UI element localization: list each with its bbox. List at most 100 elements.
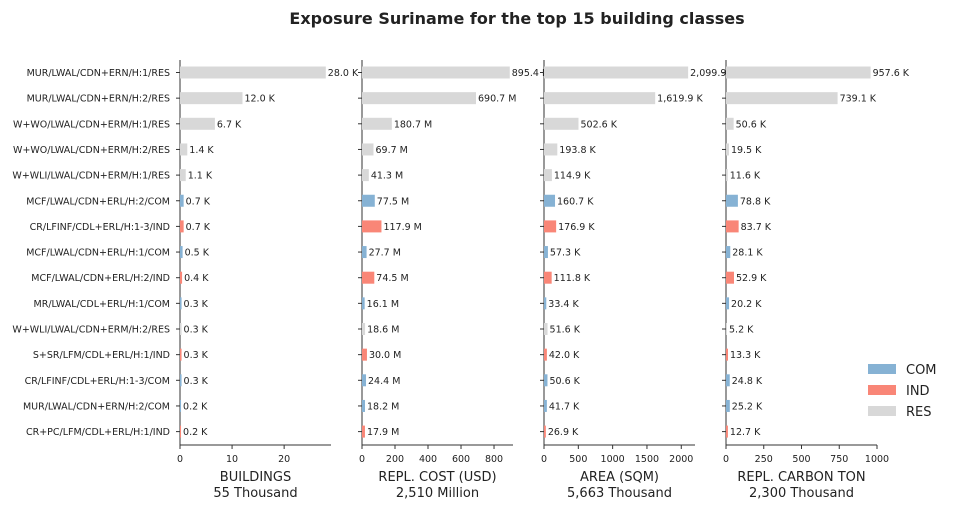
bar	[726, 194, 738, 207]
category-label: S+SR/LFM/CDL+ERL/H:1/IND	[33, 350, 170, 361]
legend-swatch	[868, 406, 896, 416]
bar	[726, 143, 729, 156]
category-label: W+WO/LWAL/CDN+ERM/H:1/RES	[13, 119, 170, 130]
data-label: 28.0 K	[328, 68, 359, 79]
data-label: 12.7 K	[730, 427, 761, 438]
x-axis-total: 55 Thousand	[213, 486, 297, 501]
bar	[726, 92, 838, 105]
data-label: 0.2 K	[183, 401, 208, 412]
data-label: 28.1 K	[732, 248, 763, 259]
bar	[180, 246, 183, 259]
bar	[362, 323, 366, 335]
bar	[726, 271, 734, 284]
bar	[726, 169, 728, 182]
bar	[544, 297, 547, 310]
bar	[362, 143, 374, 156]
bar	[180, 194, 184, 207]
data-label: 42.0 K	[549, 350, 580, 361]
x-tick-label: 0	[359, 454, 365, 465]
data-label: 78.8 K	[740, 196, 771, 207]
x-tick-label: 500	[569, 454, 587, 465]
data-label: 20.2 K	[731, 299, 762, 310]
x-tick-label: 400	[419, 454, 437, 465]
data-label: 0.3 K	[184, 325, 209, 336]
x-tick-label: 200	[386, 454, 404, 465]
x-tick-label: 10	[226, 454, 238, 465]
data-label: 52.9 K	[736, 273, 767, 284]
x-tick-label: 1000	[601, 454, 625, 465]
data-label: 502.6 K	[580, 119, 617, 130]
x-axis-label: AREA (SQM)	[580, 470, 659, 485]
data-label: 1,619.9 K	[657, 94, 703, 105]
data-label: 739.1 K	[840, 94, 877, 105]
bar	[362, 271, 375, 284]
data-label: 6.7 K	[217, 119, 242, 130]
data-label: 114.9 K	[554, 171, 591, 182]
data-label: 50.6 K	[549, 376, 580, 387]
bar	[726, 374, 730, 387]
x-tick-label: 750	[830, 454, 848, 465]
category-label: CR/LFINF/CDL+ERL/H:1-3/COM	[25, 376, 170, 387]
bar	[544, 169, 552, 182]
data-label: 51.6 K	[550, 325, 581, 336]
data-label: 19.5 K	[731, 145, 762, 156]
bar	[544, 271, 552, 284]
bar	[180, 169, 186, 182]
category-label: W+WLI/LWAL/CDN+ERM/H:1/RES	[12, 171, 170, 182]
bar	[180, 348, 182, 361]
bar	[362, 194, 375, 207]
bar	[726, 117, 734, 130]
data-label: 24.8 K	[732, 376, 763, 387]
data-label: 11.6 K	[730, 171, 761, 182]
bar	[544, 348, 547, 361]
data-label: 77.5 M	[377, 196, 409, 207]
data-label: 33.4 K	[548, 299, 579, 310]
data-label: 180.7 M	[394, 119, 432, 130]
bar	[180, 323, 182, 335]
bar	[362, 348, 367, 361]
category-label: MCF/LWAL/CDN+ERL/H:1/COM	[26, 248, 170, 259]
data-label: 5.2 K	[729, 325, 754, 336]
category-label: W+WLI/LWAL/CDN+ERM/H:2/RES	[12, 325, 170, 336]
data-label: 957.6 K	[873, 68, 910, 79]
category-label: MUR/LWAL/CDN+ERN/H:2/COM	[23, 401, 170, 412]
bar	[544, 246, 548, 259]
x-axis-label: REPL. CARBON TON	[737, 470, 865, 485]
data-label: 0.7 K	[186, 222, 211, 233]
bar	[362, 117, 392, 130]
data-label: 25.2 K	[732, 401, 763, 412]
bar	[180, 374, 182, 387]
data-label: 0.3 K	[184, 350, 209, 361]
data-label: 13.3 K	[730, 350, 761, 361]
category-label: MCF/LWAL/CDN+ERL/H:2/COM	[26, 196, 170, 207]
data-label: 41.7 K	[549, 401, 580, 412]
bar	[726, 297, 730, 310]
bar	[180, 92, 243, 105]
data-label: 0.4 K	[184, 273, 209, 284]
data-label: 69.7 M	[376, 145, 408, 156]
data-label: 176.9 K	[558, 222, 595, 233]
x-tick-label: 0	[541, 454, 547, 465]
x-tick-label: 1000	[865, 454, 889, 465]
category-label: MCF/LWAL/CDN+ERL/H:2/IND	[31, 273, 170, 284]
data-label: 0.7 K	[186, 196, 211, 207]
category-label: MUR/LWAL/CDN+ERN/H:1/RES	[27, 68, 170, 79]
data-label: 0.2 K	[183, 427, 208, 438]
x-tick-label: 1500	[635, 454, 659, 465]
bar	[362, 220, 382, 233]
data-label: 57.3 K	[550, 248, 581, 259]
bar	[544, 374, 548, 387]
x-tick-label: 250	[755, 454, 773, 465]
bar	[180, 220, 184, 233]
bar	[362, 297, 365, 310]
data-label: 117.9 M	[383, 222, 421, 233]
data-label: 690.7 M	[478, 94, 516, 105]
data-label: 16.1 M	[367, 299, 399, 310]
x-tick-label: 2000	[669, 454, 693, 465]
x-axis-label: BUILDINGS	[220, 470, 291, 485]
data-label: 30.0 M	[369, 350, 401, 361]
x-tick-label: 500	[792, 454, 810, 465]
x-tick-label: 600	[452, 454, 470, 465]
x-tick-label: 20	[278, 454, 290, 465]
bar	[362, 246, 367, 259]
